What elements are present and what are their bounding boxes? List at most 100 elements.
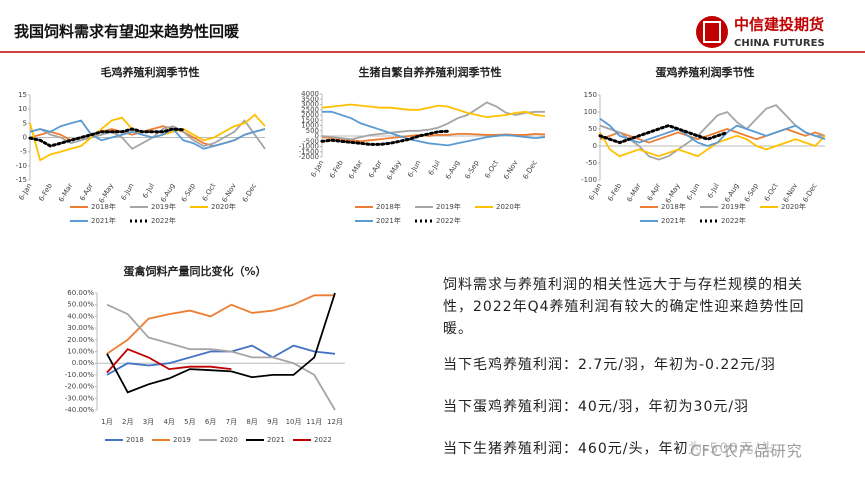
text-line: 当下蛋鸡养殖利润：40元/羽，年初为30元/羽 bbox=[443, 399, 750, 415]
series-line bbox=[599, 131, 826, 158]
legend-label: 2019年 bbox=[436, 202, 461, 211]
y-tick-label: 10.00% bbox=[67, 348, 94, 356]
y-tick-label: -10.00% bbox=[65, 371, 95, 379]
paragraph: 饲料需求与养殖利润的相关性远大于与存栏规模的相关性，2022年Q4养殖利润有较大… bbox=[443, 277, 805, 337]
x-tick-label: 6-May bbox=[98, 182, 116, 205]
legend-label: 2019 bbox=[173, 436, 191, 444]
x-tick-label: 9月 bbox=[267, 418, 278, 426]
series-line bbox=[599, 128, 826, 144]
x-tick-label: 6月 bbox=[205, 418, 216, 426]
x-tick-label: 6-Dec bbox=[801, 182, 818, 204]
text-line: 当下毛鸡养殖利润：2.7元/羽，年初为-0.22元/羽 bbox=[443, 357, 776, 373]
y-tick-label: -15 bbox=[16, 176, 27, 184]
y-tick-label: -40.00% bbox=[65, 406, 95, 414]
x-tick-label: 6-Aug bbox=[159, 182, 176, 204]
x-tick-label: 6-Mar bbox=[347, 159, 364, 181]
series-line bbox=[29, 119, 266, 150]
y-tick-label: 3000 bbox=[301, 101, 319, 109]
y-tick-label: 40.00% bbox=[67, 312, 94, 320]
y-tick-label: 50.00% bbox=[67, 301, 94, 309]
x-tick-label: 6-Nov bbox=[782, 182, 799, 204]
legend-label: 2020 bbox=[220, 436, 238, 444]
x-tick-label: 1月 bbox=[101, 418, 112, 426]
x-tick-label: 6-Aug bbox=[723, 182, 740, 204]
x-tick-label: 6-Feb bbox=[328, 159, 345, 180]
x-tick-label: 6-Jun bbox=[685, 182, 701, 202]
y-tick-label: -500 bbox=[303, 137, 319, 145]
y-tick-label: -5 bbox=[20, 148, 27, 156]
x-tick-label: 11月 bbox=[306, 418, 322, 426]
y-tick-label: 30.00% bbox=[67, 324, 94, 332]
legend-label: 2021 bbox=[267, 436, 285, 444]
legend-label: 2020年 bbox=[211, 202, 236, 211]
y-tick-label: 0 bbox=[315, 132, 319, 140]
x-tick-label: 3月 bbox=[143, 418, 154, 426]
y-tick-label: 5 bbox=[23, 119, 27, 127]
legend-label: 2019年 bbox=[721, 202, 746, 211]
x-tick-label: 6-Sep bbox=[180, 182, 197, 204]
legend-label: 2020年 bbox=[781, 202, 806, 211]
legend-label: 2018年 bbox=[661, 202, 686, 211]
legend-label: 2018 bbox=[126, 436, 144, 444]
legend-label: 2022年 bbox=[436, 216, 461, 225]
legend-label: 2021年 bbox=[91, 216, 116, 225]
x-tick-label: 6-Dec bbox=[522, 159, 539, 181]
slide-title: 我国饲料需求有望迎来趋势性回暖 bbox=[14, 23, 240, 41]
x-tick-label: 6-Dec bbox=[241, 182, 258, 204]
x-tick-label: 6-Apr bbox=[646, 182, 662, 203]
y-tick-label: -10 bbox=[16, 162, 27, 170]
y-tick-label: 150 bbox=[584, 91, 597, 99]
y-tick-label: 10 bbox=[18, 105, 27, 113]
series-line bbox=[598, 124, 729, 145]
legend-label: 2022 bbox=[314, 436, 332, 444]
y-tick-label: 1500 bbox=[301, 116, 319, 124]
x-tick-label: 12月 bbox=[327, 418, 343, 426]
x-tick-label: 5月 bbox=[184, 418, 195, 426]
x-tick-label: 6-May bbox=[664, 182, 682, 205]
y-tick-label: -1000 bbox=[299, 143, 319, 151]
chart-title: 蛋禽饲料产量同比变化（%） bbox=[123, 264, 266, 278]
y-tick-label: -30.00% bbox=[65, 394, 95, 402]
x-tick-label: 6-Feb bbox=[37, 182, 54, 203]
legend-label: 2020年 bbox=[496, 202, 521, 211]
series-line bbox=[106, 303, 336, 411]
x-tick-label: 6-Sep bbox=[464, 159, 481, 181]
x-tick-label: 2月 bbox=[122, 418, 133, 426]
legend-label: 2018年 bbox=[91, 202, 116, 211]
series-line bbox=[28, 127, 185, 148]
logo-mark bbox=[703, 21, 721, 43]
y-tick-label: 100 bbox=[584, 108, 597, 116]
x-tick-label: 6-Jan bbox=[17, 182, 33, 202]
series-line bbox=[320, 129, 450, 146]
x-tick-label: 6-Jun bbox=[406, 159, 422, 179]
x-tick-label: 6-Oct bbox=[483, 159, 500, 180]
y-tick-label: 20.00% bbox=[67, 336, 94, 344]
chart-title: 蛋鸡养殖利润季节性 bbox=[656, 65, 755, 79]
series-line bbox=[106, 294, 335, 355]
legend-label: 2021年 bbox=[661, 216, 686, 225]
y-tick-label: 15 bbox=[18, 91, 27, 99]
x-tick-label: 6-Nov bbox=[502, 159, 519, 181]
x-tick-label: 6-Apr bbox=[78, 182, 94, 203]
x-tick-label: 6-May bbox=[385, 159, 403, 182]
y-tick-label: 50 bbox=[588, 125, 597, 133]
series-line bbox=[322, 110, 546, 147]
legend-label: 2018年 bbox=[376, 202, 401, 211]
series-line bbox=[106, 292, 336, 394]
x-tick-label: 10月 bbox=[286, 418, 302, 426]
x-tick-label: 6-Jun bbox=[120, 182, 136, 202]
legend-label: 2022年 bbox=[151, 216, 176, 225]
chart-title: 生猪自繁自养养殖利润季节性 bbox=[359, 65, 502, 79]
x-tick-label: 6-Mar bbox=[57, 182, 74, 204]
series-line bbox=[599, 118, 826, 147]
y-tick-label: 2000 bbox=[301, 111, 319, 119]
x-tick-label: 8月 bbox=[246, 418, 257, 426]
series-line bbox=[599, 104, 825, 161]
x-tick-label: 6-Sep bbox=[743, 182, 760, 204]
x-tick-label: 6-Jul bbox=[427, 159, 442, 177]
y-tick-label: 500 bbox=[306, 127, 319, 135]
y-tick-label: 3500 bbox=[301, 95, 319, 103]
chart-title: 毛鸡养殖利润季节性 bbox=[101, 65, 200, 79]
y-tick-label: -2000 bbox=[299, 153, 319, 161]
